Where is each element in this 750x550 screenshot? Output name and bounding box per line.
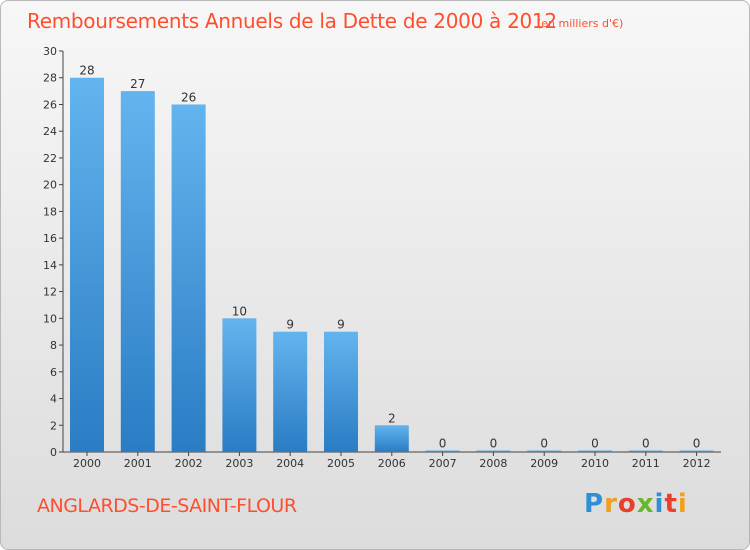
y-tick-label: 4: [50, 393, 57, 406]
chart-subtitle: (en milliers d'€): [537, 17, 624, 30]
chart-title: Remboursements Annuels de la Dette de 20…: [27, 9, 557, 33]
data-label: 9: [286, 318, 294, 332]
data-label: 0: [693, 437, 701, 451]
logo-letter: t: [664, 489, 678, 519]
data-label: 0: [490, 437, 498, 451]
bar: [425, 450, 460, 452]
y-tick-label: 14: [43, 259, 57, 272]
y-tick-label: 8: [50, 339, 57, 352]
x-tick-label: 2001: [124, 457, 152, 470]
x-tick-label: 2002: [175, 457, 203, 470]
x-tick-label: 2011: [632, 457, 660, 470]
data-label: 0: [540, 437, 548, 451]
y-tick-label: 22: [43, 152, 57, 165]
data-label: 0: [439, 437, 447, 451]
data-label: 0: [642, 437, 650, 451]
x-tick-label: 2004: [276, 457, 304, 470]
y-tick-label: 0: [50, 446, 57, 459]
data-label: 28: [79, 64, 94, 78]
bar: [578, 450, 612, 452]
y-tick-label: 6: [50, 366, 57, 379]
logo-letter: x: [636, 489, 655, 519]
bar: [273, 331, 308, 452]
x-tick-label: 2012: [683, 457, 711, 470]
x-tick-label: 2010: [581, 457, 609, 470]
bar: [120, 91, 155, 452]
bar: [324, 331, 358, 452]
logo-letter: i: [654, 489, 665, 519]
bar: [476, 450, 511, 452]
logo-letter: o: [617, 489, 637, 519]
x-tick-label: 2003: [225, 457, 253, 470]
x-tick-label: 2007: [429, 457, 457, 470]
y-tick-label: 2: [50, 419, 57, 432]
bar: [679, 450, 714, 452]
logo-letter: r: [604, 489, 618, 519]
proxiti-logo: Proxiti: [584, 489, 688, 519]
bar: [171, 104, 206, 452]
data-label: 26: [181, 90, 196, 104]
bar: [628, 450, 663, 452]
data-label: 9: [337, 318, 345, 332]
y-tick-label: 20: [43, 179, 57, 192]
data-label: 2: [388, 411, 396, 425]
logo-letter: i: [677, 489, 688, 519]
x-tick-label: 2000: [73, 457, 101, 470]
y-tick-label: 26: [43, 98, 57, 111]
y-tick-label: 12: [43, 286, 57, 299]
commune-name: ANGLARDS-DE-SAINT-FLOUR: [37, 495, 297, 517]
y-tick-label: 24: [43, 125, 57, 138]
x-tick-label: 2006: [378, 457, 406, 470]
y-tick-label: 16: [43, 232, 57, 245]
y-tick-label: 28: [43, 72, 57, 85]
y-tick-label: 10: [43, 312, 57, 325]
data-label: 27: [130, 77, 145, 91]
logo-letter: P: [584, 489, 605, 519]
x-tick-label: 2005: [327, 457, 355, 470]
bar: [527, 450, 562, 452]
y-tick-label: 30: [43, 45, 57, 58]
bar: [374, 425, 409, 452]
bar: [222, 318, 257, 452]
data-label: 10: [232, 304, 247, 318]
y-tick-label: 18: [43, 205, 57, 218]
data-label: 0: [591, 437, 599, 451]
x-tick-label: 2008: [479, 457, 507, 470]
x-tick-label: 2009: [530, 457, 558, 470]
bar: [70, 77, 104, 452]
